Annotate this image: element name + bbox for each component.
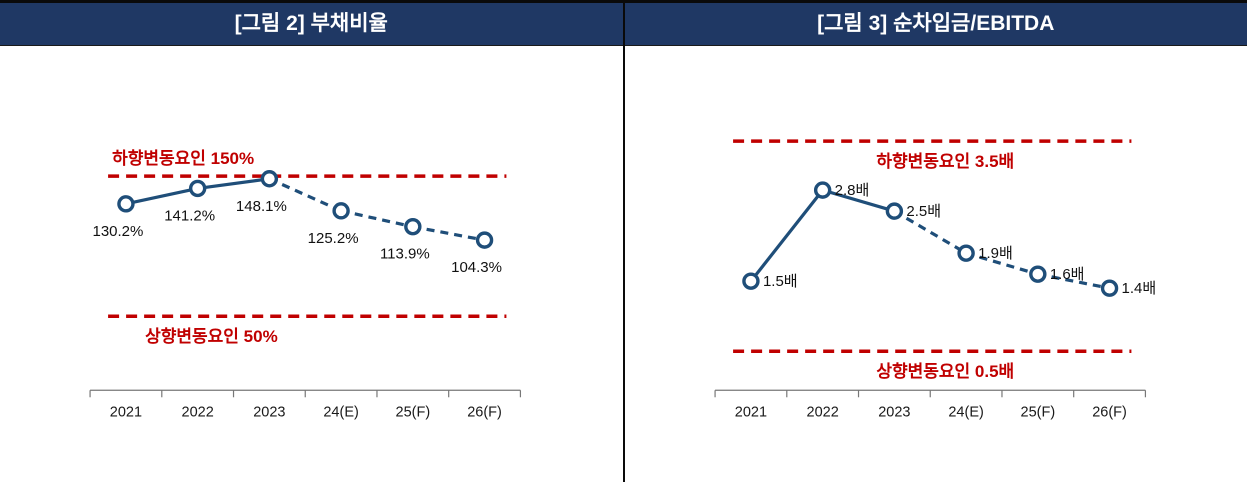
value-label: 141.2% <box>164 207 215 224</box>
value-label: 148.1% <box>236 198 287 215</box>
data-point-marker <box>813 181 831 199</box>
data-point-marker <box>117 195 135 213</box>
panel-divider <box>622 3 625 479</box>
data-point-marker <box>188 179 207 198</box>
data-point-marker <box>1100 279 1118 297</box>
data-point-marker <box>741 272 760 290</box>
x-tick-label: 25(F) <box>396 404 431 420</box>
value-label: 2.8배 <box>834 182 869 199</box>
data-point-marker <box>475 231 494 249</box>
x-tick-label: 26(F) <box>1092 404 1127 420</box>
chart-title-netdebt-ebitda: [그림 3] 순차입금/EBITDA <box>624 3 1247 46</box>
x-tick-label: 2021 <box>734 404 766 420</box>
x-tick-label: 24(E) <box>323 404 358 420</box>
value-label: 1.4배 <box>1121 280 1156 297</box>
value-label: 125.2% <box>308 230 359 247</box>
series-segment <box>340 209 414 229</box>
data-point-marker <box>260 170 279 188</box>
x-tick-label: 2023 <box>253 404 285 420</box>
value-label: 1.6배 <box>1049 266 1084 283</box>
data-point-marker <box>332 202 350 220</box>
value-label: 113.9% <box>380 246 430 263</box>
x-tick-label: 25(F) <box>1020 404 1055 420</box>
series-segment <box>965 251 1038 276</box>
lower-limit-label: 상향변동요인 50% <box>145 326 278 346</box>
x-tick-label: 26(F) <box>467 404 502 420</box>
series-segment <box>412 225 485 242</box>
series-segment <box>749 189 824 283</box>
upper-limit-label: 하향변동요인 150% <box>112 148 254 168</box>
data-point-marker <box>956 244 975 262</box>
panel-debt-ratio: [그림 2] 부채비율 하향변동요인 150% 상향변동요인 50% 2021 202… <box>0 3 623 482</box>
x-tick-label: 2021 <box>110 404 142 420</box>
value-label: 1.5배 <box>762 273 797 290</box>
data-point-marker <box>885 202 903 220</box>
upper-limit-label: 하향변동요인 3.5배 <box>876 151 1014 171</box>
value-label: 2.5배 <box>906 203 941 220</box>
series-segment <box>1037 272 1110 290</box>
debt-ratio-chart-svg: 하향변동요인 150% 상향변동요인 50% 2021 2022 2023 24(E) 25… <box>89 148 522 420</box>
value-label: 104.3% <box>451 259 502 276</box>
data-point-marker <box>1028 265 1047 283</box>
lower-limit-label: 상향변동요인 0.5배 <box>876 361 1014 381</box>
value-label: 1.9배 <box>978 245 1013 262</box>
debt-ratio-chart: 하향변동요인 150% 상향변동요인 50% 2021 2022 2023 24(E) 25… <box>0 46 623 482</box>
x-tick-label: 2023 <box>878 404 910 420</box>
series-segment <box>125 186 198 206</box>
x-tick-label: 2022 <box>806 404 838 420</box>
x-tick-label: 2022 <box>182 404 214 420</box>
chart-title-debt-ratio: [그림 2] 부채비율 <box>0 3 623 46</box>
x-tick-label: 24(E) <box>948 404 983 420</box>
value-label: 130.2% <box>92 223 143 240</box>
data-point-marker <box>404 217 422 236</box>
series-segment <box>197 177 270 191</box>
series-segment <box>821 188 895 213</box>
